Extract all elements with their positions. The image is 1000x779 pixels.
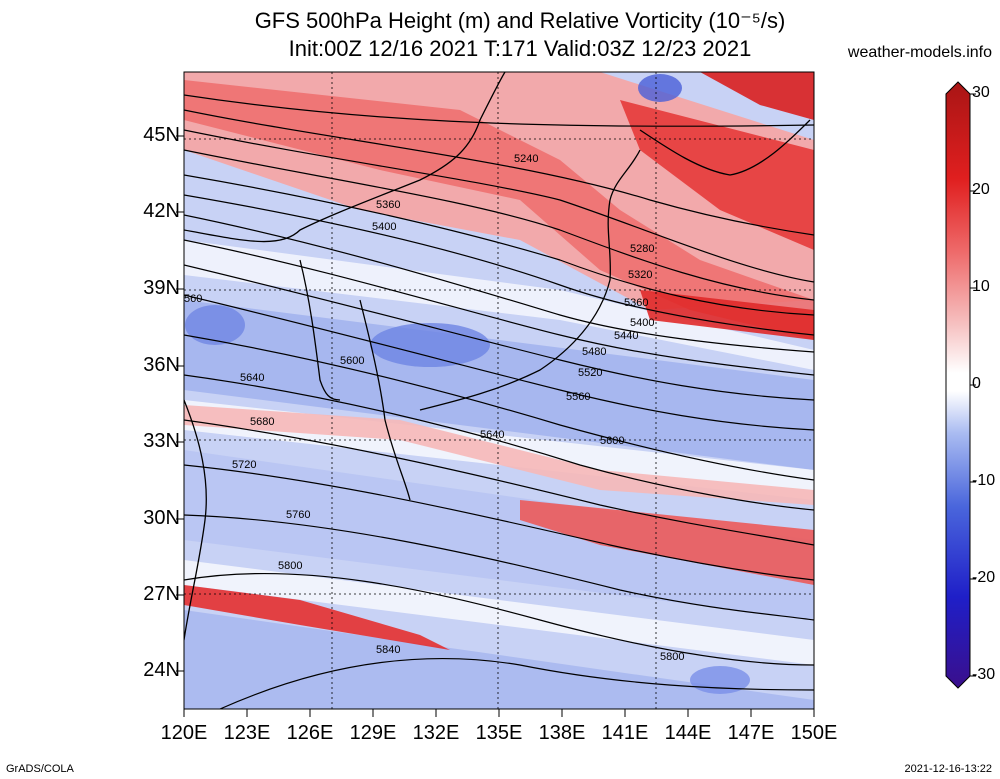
contour-label: 5600 [600,435,624,447]
colorbar-tick-label: -20 [972,569,996,586]
contour-label: 5760 [286,509,310,521]
lon-label: 126E [286,722,334,744]
contour-label: 5560 [566,391,590,403]
timestamp: 2021-12-16-13:22 [904,763,992,775]
contour-label: 5360 [376,199,400,211]
colorbar [945,81,971,689]
site-label: weather-models.info [847,44,992,61]
contour-label: 5320 [628,269,652,281]
lat-label: 33N [143,430,180,452]
lon-label: 147E [727,722,775,744]
contour-label: 5280 [630,243,654,255]
chart-title: GFS 500hPa Height (m) and Relative Vorti… [254,8,786,33]
contour-label: 5840 [376,644,400,656]
contour-label: 5600 [340,355,364,367]
lat-label: 30N [143,507,180,529]
lon-label: 150E [790,722,838,744]
colorbar-tick-label: -30 [972,666,996,683]
contour-label: 5520 [578,367,602,379]
lon-label: 132E [412,722,460,744]
colorbar-tick-label: 0 [972,375,981,392]
contour-label: 5400 [372,221,396,233]
lat-label: 39N [143,277,180,299]
lat-label: 24N [143,659,180,681]
contour-label: 5800 [278,560,302,572]
colorbar-tick-label: -10 [972,472,996,489]
colorbar-tick-label: 10 [972,278,990,295]
credit-left: GrADS/COLA [6,763,74,775]
lon-label: 120E [160,722,208,744]
colorbar-tick-label: 30 [972,84,990,101]
contour-label: 5480 [582,346,606,358]
contour-label: 5680 [250,416,274,428]
lat-label: 27N [143,583,180,605]
lat-label: 45N [143,124,180,146]
lon-label: 135E [475,722,523,744]
lat-label: 36N [143,354,180,376]
lon-label: 129E [349,722,397,744]
vorticity-field [184,72,814,709]
contour-label: 5240 [514,153,538,165]
contour-label: 560 [184,293,202,305]
contour-label: 5400 [630,317,654,329]
lon-label: 141E [601,722,649,744]
lon-label: 123E [223,722,271,744]
lon-label: 144E [664,722,712,744]
contour-label: 5440 [614,330,638,342]
contour-label: 5640 [480,429,504,441]
lat-label: 42N [143,200,180,222]
colorbar-tick-label: 20 [972,181,990,198]
contour-label: 5800 [660,651,684,663]
contour-label: 5640 [240,372,264,384]
contour-label: 5720 [232,459,256,471]
contour-label: 5360 [624,297,648,309]
chart-subtitle: Init:00Z 12/16 2021 T:171 Valid:03Z 12/2… [288,36,752,61]
lon-label: 138E [538,722,586,744]
